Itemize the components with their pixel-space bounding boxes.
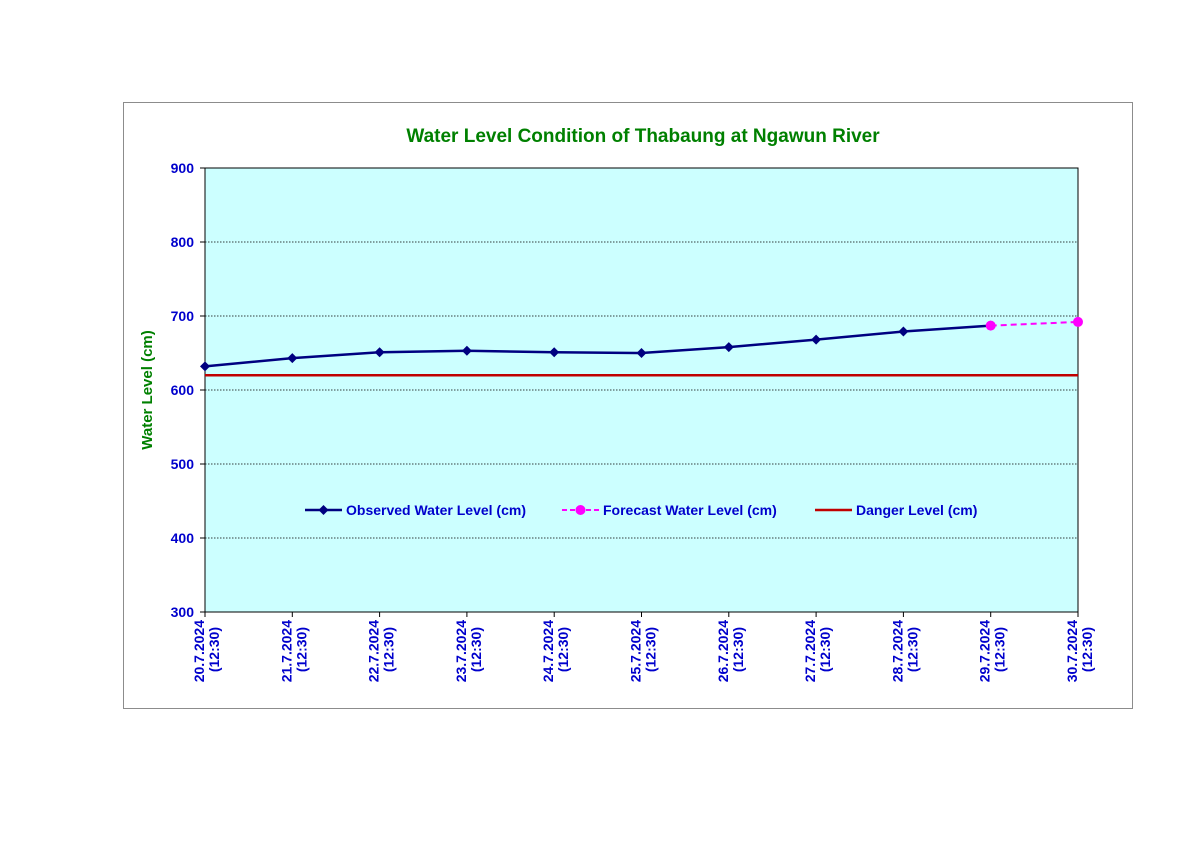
y-tick-label: 400 bbox=[171, 530, 195, 546]
y-tick-label: 900 bbox=[171, 160, 195, 176]
water-level-chart: Water Level Condition of Thabaung at Nga… bbox=[139, 126, 1095, 682]
y-tick-label: 800 bbox=[171, 234, 195, 250]
y-tick-label: 700 bbox=[171, 308, 195, 324]
x-tick-date: 20.7.2024 bbox=[191, 620, 207, 682]
x-tick-label: 23.7.2024 (12:30) bbox=[453, 620, 484, 682]
x-tick-date: 30.7.2024 bbox=[1064, 620, 1080, 682]
data-series bbox=[200, 316, 1083, 377]
x-tick-label: 28.7.2024 (12:30) bbox=[889, 620, 920, 682]
x-tick-label: 20.7.2024 (12:30) bbox=[191, 620, 222, 682]
y-tick-label: 500 bbox=[171, 456, 195, 472]
legend-marker bbox=[575, 505, 586, 515]
x-tick-label: 26.7.2024 (12:30) bbox=[715, 620, 746, 682]
observed-point bbox=[898, 326, 909, 337]
x-tick-date: 25.7.2024 bbox=[628, 620, 644, 682]
x-tick-date: 22.7.2024 bbox=[366, 620, 382, 682]
x-tick-label: 21.7.2024 (12:30) bbox=[278, 620, 309, 682]
x-tick-label: 29.7.2024 (12:30) bbox=[977, 620, 1008, 682]
x-tick-time: (12:30) bbox=[643, 627, 659, 672]
observed-point bbox=[287, 353, 298, 364]
x-tick-date: 28.7.2024 bbox=[889, 620, 905, 682]
x-tick-time: (12:30) bbox=[555, 627, 571, 672]
x-tick-label: 24.7.2024 (12:30) bbox=[540, 620, 571, 682]
x-axis: 20.7.2024 (12:30) 21.7.2024 (12:30) 22.7.202… bbox=[191, 612, 1095, 682]
legend: Observed Water Level (cm) Forecast Water … bbox=[305, 502, 977, 518]
x-tick-time: (12:30) bbox=[206, 627, 222, 672]
x-tick-time: (12:30) bbox=[992, 627, 1008, 672]
x-tick-date: 23.7.2024 bbox=[453, 620, 469, 682]
x-tick-time: (12:30) bbox=[468, 627, 484, 672]
observed-point bbox=[723, 342, 734, 353]
x-tick-label: 25.7.2024 (12:30) bbox=[628, 620, 659, 682]
series-line bbox=[204, 324, 991, 368]
x-tick-date: 21.7.2024 bbox=[278, 620, 294, 682]
chart-area: Water Level Condition of Thabaung at Nga… bbox=[123, 102, 1133, 709]
legend-label: Observed Water Level (cm) bbox=[346, 502, 526, 518]
x-tick-time: (12:30) bbox=[293, 627, 309, 672]
observed-point bbox=[374, 347, 385, 358]
x-tick-time: (12:30) bbox=[904, 627, 920, 672]
observed-point bbox=[461, 345, 472, 356]
series-line bbox=[990, 320, 1079, 327]
x-tick-time: (12:30) bbox=[1079, 627, 1095, 672]
y-tick-label: 300 bbox=[171, 604, 195, 620]
x-tick-label: 27.7.2024 (12:30) bbox=[802, 620, 833, 682]
x-tick-date: 29.7.2024 bbox=[977, 620, 993, 682]
forecast-point bbox=[1073, 316, 1083, 327]
x-tick-time: (12:30) bbox=[817, 627, 833, 672]
x-tick-time: (12:30) bbox=[730, 627, 746, 672]
legend-marker bbox=[318, 505, 329, 515]
forecast-point bbox=[985, 320, 996, 331]
chart-title: Water Level Condition of Thabaung at Nga… bbox=[406, 126, 880, 147]
x-tick-label: 22.7.2024 (12:30) bbox=[366, 620, 397, 682]
x-tick-date: 26.7.2024 bbox=[715, 620, 731, 682]
observed-point bbox=[549, 347, 560, 358]
y-axis-label: Water Level (cm) bbox=[139, 330, 156, 449]
x-tick-label: 30.7.2024 (12:30) bbox=[1064, 620, 1095, 682]
x-tick-time: (12:30) bbox=[381, 627, 397, 672]
observed-point bbox=[811, 334, 822, 345]
legend-label: Danger Level (cm) bbox=[856, 502, 977, 518]
y-axis: 300 400 500 600 700 800 900 bbox=[171, 160, 205, 620]
x-tick-date: 24.7.2024 bbox=[540, 620, 556, 682]
x-tick-date: 27.7.2024 bbox=[802, 620, 818, 682]
y-tick-label: 600 bbox=[171, 382, 195, 398]
legend-label: Forecast Water Level (cm) bbox=[603, 502, 777, 518]
observed-point bbox=[636, 348, 647, 358]
observed-point bbox=[200, 361, 210, 372]
gridlines bbox=[205, 241, 1078, 539]
